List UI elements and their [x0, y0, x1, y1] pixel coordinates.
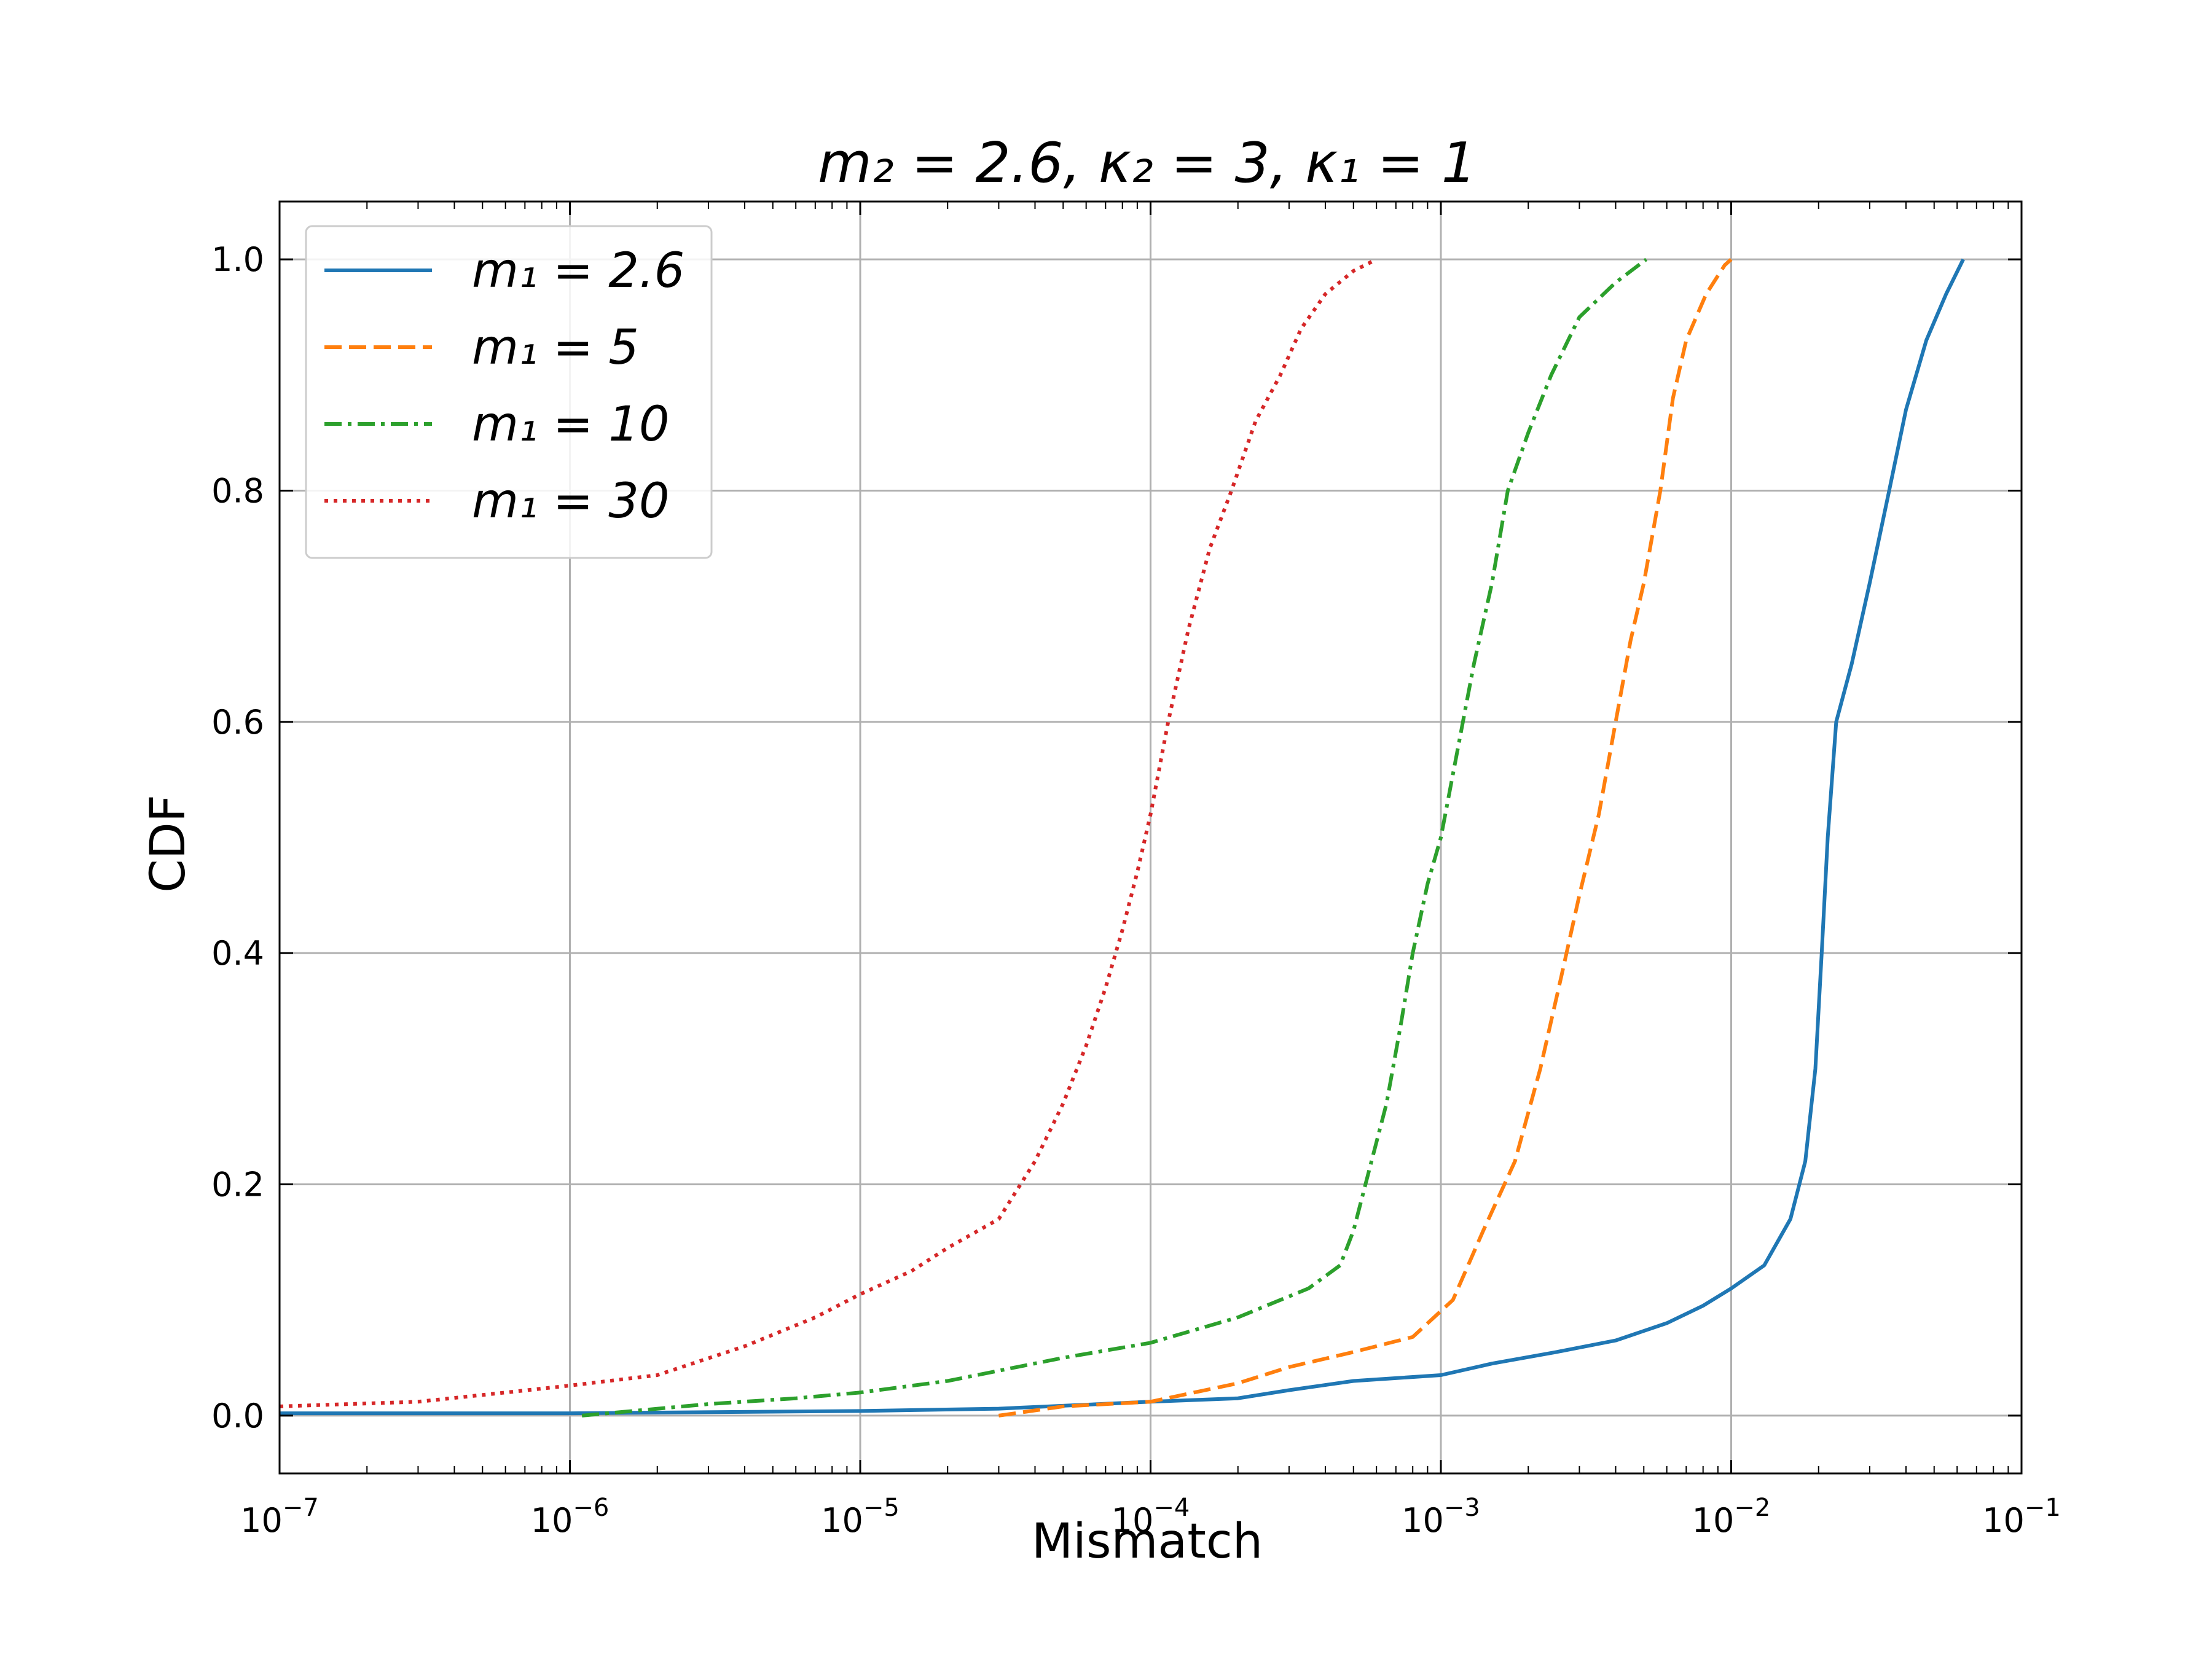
y-tick-labels: 0.0 0.2 0.4 0.6 0.8 1.0: [211, 240, 264, 1435]
x-tick-label: 10−5: [821, 1494, 900, 1540]
plot-frame: [278, 200, 2023, 1475]
x-tick-label: 10−7: [240, 1494, 319, 1540]
legend-box: [305, 225, 713, 559]
x-tick-label: 10−4: [1112, 1494, 1190, 1540]
y-tick-label: 0.4: [211, 934, 264, 973]
y-tick-label: 0.8: [211, 471, 264, 510]
y-axis-label: CDF: [141, 794, 196, 892]
x-tick-label: 10−1: [1982, 1494, 2061, 1540]
series-lines: [279, 257, 1965, 1418]
legend-label-1: m₁ = 2.6: [472, 243, 684, 299]
y-tick-label: 0.2: [211, 1166, 264, 1204]
y-tick-label: 0.0: [211, 1397, 264, 1435]
y-tick-label: 1.0: [211, 240, 264, 279]
x-tick-label: 10−2: [1692, 1494, 1771, 1540]
legend-label-3: m₁ = 10: [472, 397, 669, 452]
axis-ticks: [278, 202, 2023, 1473]
x-tick-labels: 10−7 10−6 10−5 10−4 10−3 10−2 10−1: [240, 1494, 2061, 1540]
legend-label-2: m₁ = 5: [472, 320, 639, 375]
legend-label-4: m₁ = 30: [472, 474, 669, 529]
series-line-1: [280, 258, 1965, 1416]
series-line-2: [998, 257, 1733, 1418]
x-tick-label: 10−3: [1402, 1494, 1480, 1540]
series-line-4: [279, 257, 1378, 1408]
grid: [278, 202, 2023, 1473]
x-axis-label: Mismatch: [1032, 1514, 1263, 1569]
x-tick-label: 10−6: [531, 1494, 610, 1540]
chart-title: m₂ = 2.6, κ₂ = 3, κ₁ = 1: [818, 131, 1477, 195]
y-tick-label: 0.6: [211, 703, 264, 742]
legend: m₁ = 2.6 m₁ = 5 m₁ = 10 m₁ = 30: [305, 225, 713, 559]
